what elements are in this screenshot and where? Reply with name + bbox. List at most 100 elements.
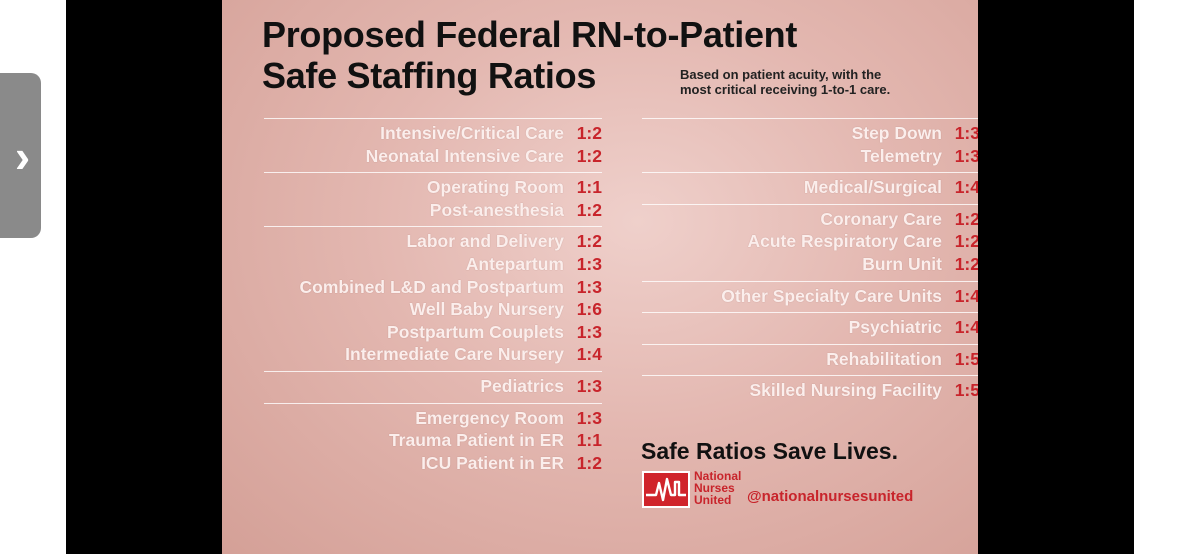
ratio-row: ICU Patient in ER 1:2 (264, 453, 602, 476)
ratio-group: Emergency Room 1:3 Trauma Patient in ER 1:1… (264, 402, 602, 480)
ratio-group: Medical/Surgical 1:4 (642, 172, 978, 204)
org-name: National Nurses United (694, 470, 764, 506)
ratio-row: Rehabilitation 1:5 (642, 349, 978, 372)
ratio-row: Emergency Room 1:3 (264, 408, 602, 431)
right-ratio-column: Step Down 1:3 Telemetry 1:3 Medical/Surgical… (642, 118, 978, 407)
ratio-row: Labor and Delivery 1:2 (264, 231, 602, 254)
unit-label: Other Specialty Care Units (721, 285, 942, 306)
ratio-row: Post-anesthesia 1:2 (264, 200, 602, 223)
unit-label: Burn Unit (862, 253, 942, 274)
slogan: Safe Ratios Save Lives. (641, 438, 898, 464)
ratio-value: 1:4 (954, 317, 978, 338)
unit-label: ICU Patient in ER (421, 452, 564, 473)
poster-title: Proposed Federal RN-to-Patient Safe Staf… (262, 14, 797, 96)
unit-label: Psychiatric (848, 317, 942, 338)
previous-image-button[interactable]: › (0, 73, 41, 238)
ratio-group: Psychiatric 1:4 (642, 312, 978, 344)
unit-label: Antepartum (465, 253, 564, 274)
unit-label: Skilled Nursing Facility (749, 380, 942, 401)
ratio-value: 1:2 (576, 145, 602, 166)
chevron-right-icon: › (14, 129, 31, 182)
ratio-row: Intensive/Critical Care 1:2 (264, 123, 602, 146)
ratio-row: Operating Room 1:1 (264, 177, 602, 200)
unit-label: Intensive/Critical Care (380, 123, 564, 143)
ratio-group: Other Specialty Care Units 1:4 (642, 280, 978, 313)
ratio-group: Rehabilitation 1:5 (642, 343, 978, 376)
title-line-1: Proposed Federal RN-to-Patient (262, 14, 798, 55)
ratio-value: 1:6 (576, 299, 602, 320)
nnu-heartbeat-logo-icon (642, 471, 690, 508)
ratio-value: 1:3 (954, 123, 978, 143)
ratio-value: 1:2 (576, 231, 602, 252)
ratio-group: Coronary Care 1:2 Acute Respiratory Care 1:… (642, 203, 978, 281)
ratio-row: Psychiatric 1:4 (642, 317, 978, 340)
ratio-row: Pediatrics 1:3 (264, 376, 602, 399)
ratio-value: 1:4 (576, 344, 602, 365)
ratio-value: 1:5 (954, 380, 978, 401)
ratio-group: Skilled Nursing Facility 1:5 (642, 375, 978, 407)
ratio-value: 1:2 (576, 123, 602, 143)
ratio-row: Coronary Care 1:2 (642, 209, 978, 232)
ratio-row: Other Specialty Care Units 1:4 (642, 286, 978, 309)
unit-label: Emergency Room (415, 407, 564, 428)
ratio-value: 1:4 (954, 177, 978, 198)
unit-label: Combined L&D and Postpartum (299, 276, 564, 297)
unit-label: Neonatal Intensive Care (365, 145, 564, 166)
unit-label: Postpartum Couplets (387, 321, 564, 342)
ratio-value: 1:3 (954, 145, 978, 166)
unit-label: Telemetry (860, 145, 942, 166)
ratio-value: 1:3 (576, 407, 602, 428)
left-ratio-column: Intensive/Critical Care 1:2 Neonatal Inten… (264, 118, 602, 479)
ratio-group: Labor and Delivery 1:2 Antepartum 1:3 Combin… (264, 226, 602, 371)
org-line-2: Nurses (694, 481, 735, 495)
ratio-row: Postpartum Couplets 1:3 (264, 322, 602, 345)
ratio-row: Combined L&D and Postpartum 1:3 (264, 277, 602, 300)
ratio-value: 1:2 (954, 253, 978, 274)
org-line-3: United (694, 493, 732, 507)
unit-label: Acute Respiratory Care (747, 231, 942, 252)
ratio-value: 1:5 (954, 348, 978, 369)
ratio-value: 1:1 (576, 177, 602, 198)
ratio-row: Step Down 1:3 (642, 123, 978, 146)
unit-label: Coronary Care (820, 208, 942, 229)
unit-label: Step Down (851, 123, 942, 143)
ratio-value: 1:3 (576, 375, 602, 396)
ratio-row: Telemetry 1:3 (642, 146, 978, 169)
ratio-row: Intermediate Care Nursery 1:4 (264, 344, 602, 367)
ratio-row: Antepartum 1:3 (264, 254, 602, 277)
ratio-value: 1:1 (576, 430, 602, 451)
social-handle: @nationalnursesunited (747, 488, 914, 505)
ratio-group: Pediatrics 1:3 (264, 370, 602, 403)
ratio-value: 1:4 (954, 285, 978, 306)
ratio-group: Step Down 1:3 Telemetry 1:3 (642, 118, 978, 172)
ratio-value: 1:2 (954, 208, 978, 229)
subtitle-line-1: Based on patient acuity, with the (680, 67, 882, 82)
ratio-row: Burn Unit 1:2 (642, 254, 978, 277)
subtitle-line-2: most critical receiving 1-to-1 care. (680, 82, 891, 97)
ratio-row: Trauma Patient in ER 1:1 (264, 430, 602, 453)
unit-label: Post-anesthesia (429, 199, 564, 220)
ratio-value: 1:3 (576, 321, 602, 342)
ratio-row: Acute Respiratory Care 1:2 (642, 231, 978, 254)
unit-label: Labor and Delivery (406, 231, 564, 252)
ratio-value: 1:2 (576, 452, 602, 473)
unit-label: Well Baby Nursery (409, 299, 564, 320)
staffing-ratios-poster: Proposed Federal RN-to-Patient Safe Staf… (222, 0, 978, 554)
ratio-value: 1:3 (576, 276, 602, 297)
unit-label: Rehabilitation (826, 348, 942, 369)
unit-label: Medical/Surgical (803, 177, 942, 198)
ratio-group: Operating Room 1:1 Post-anesthesia 1:2 (264, 172, 602, 226)
ratio-row: Neonatal Intensive Care 1:2 (264, 146, 602, 169)
unit-label: Intermediate Care Nursery (345, 344, 564, 365)
poster-subtitle: Based on patient acuity, with the most c… (680, 67, 970, 97)
ratio-row: Skilled Nursing Facility 1:5 (642, 380, 978, 403)
org-line-1: National (694, 469, 742, 483)
unit-label: Operating Room (426, 177, 564, 198)
ratio-row: Medical/Surgical 1:4 (642, 177, 978, 200)
ratio-value: 1:2 (954, 231, 978, 252)
ratio-value: 1:2 (576, 199, 602, 220)
ratio-group: Intensive/Critical Care 1:2 Neonatal Inten… (264, 118, 602, 172)
unit-label: Pediatrics (480, 375, 564, 396)
title-line-2: Safe Staffing Ratios (262, 55, 597, 96)
ratio-row: Well Baby Nursery 1:6 (264, 299, 602, 322)
